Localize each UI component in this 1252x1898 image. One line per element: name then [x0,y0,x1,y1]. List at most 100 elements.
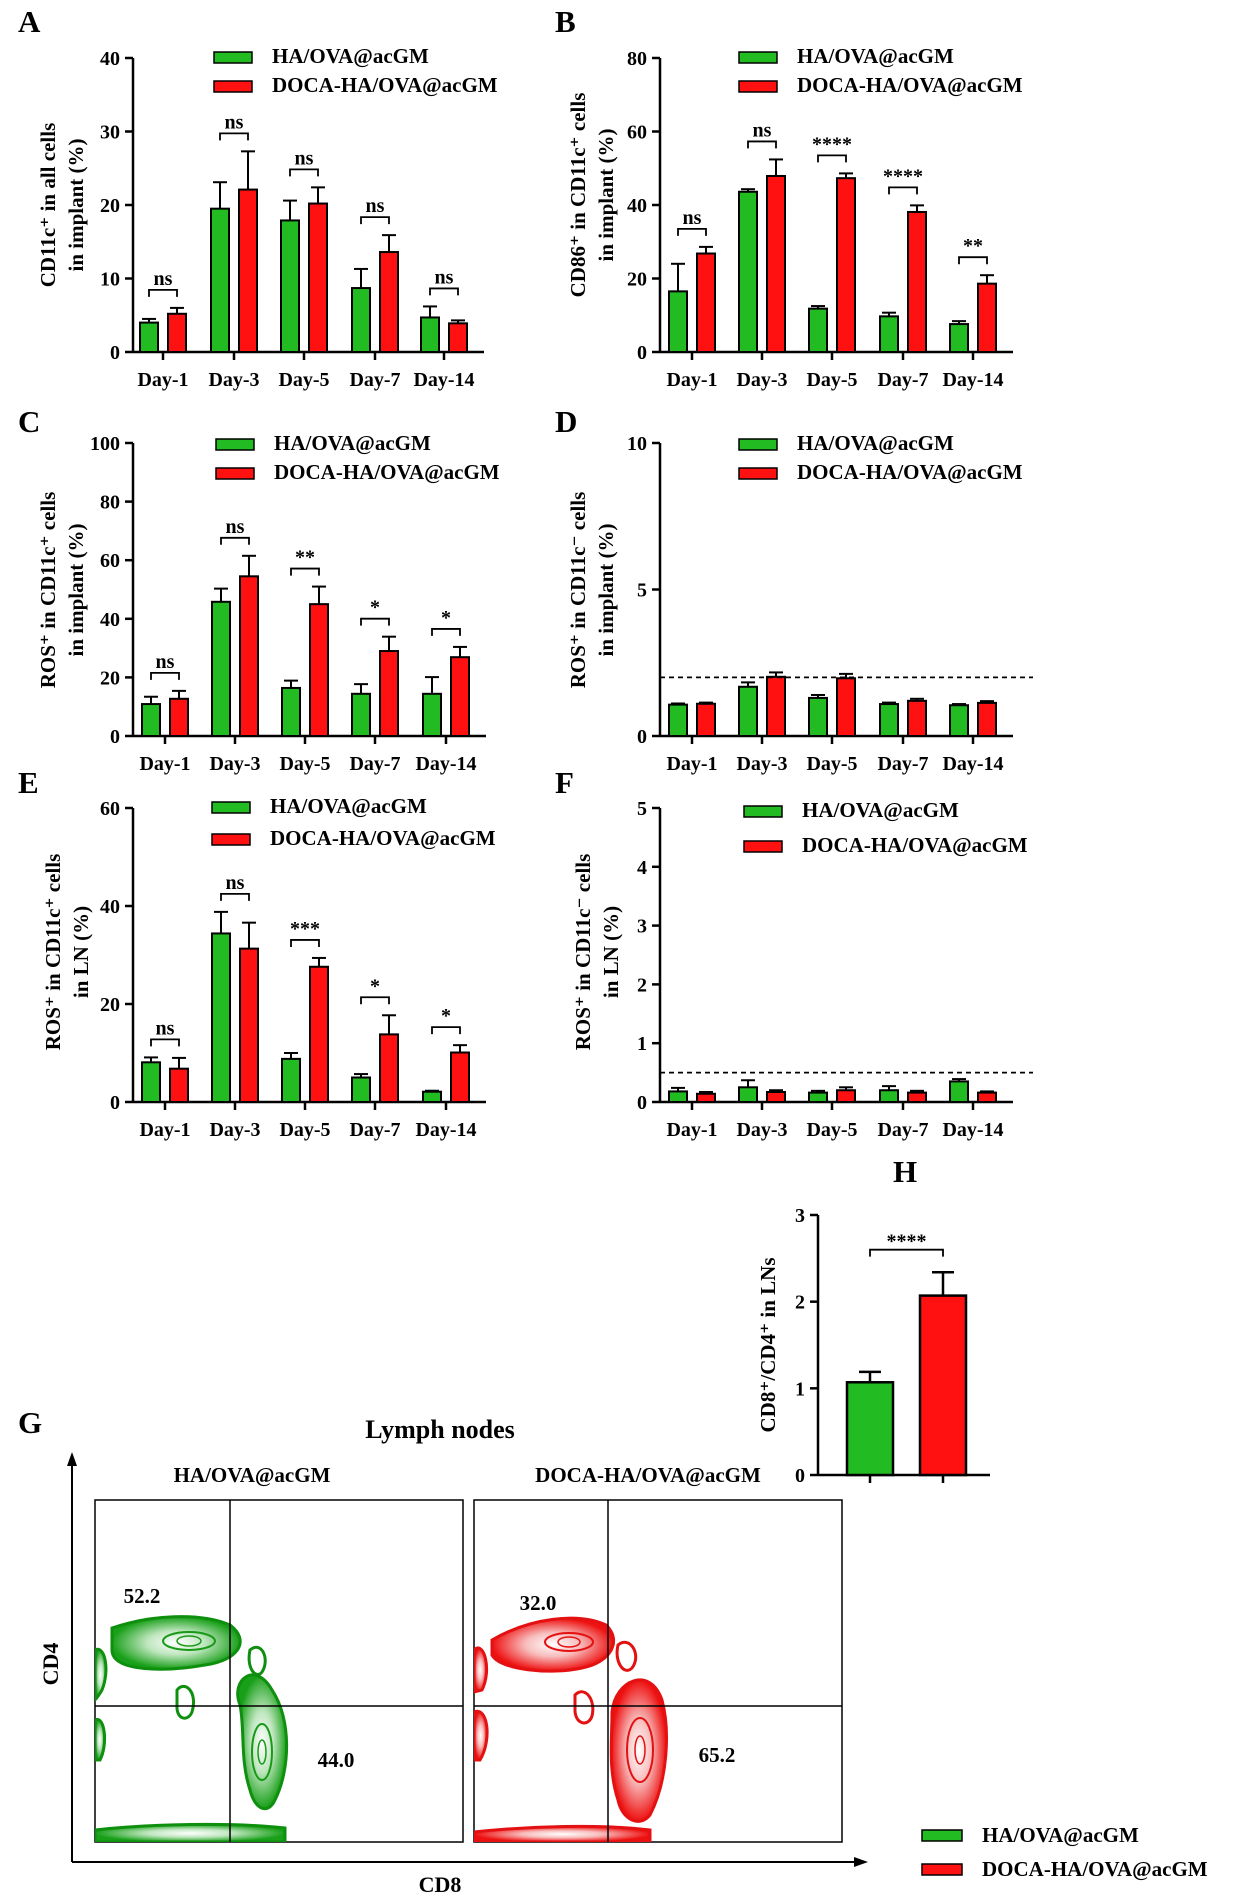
bar-red-day-5 [836,677,856,737]
significance-label: * [441,1005,451,1027]
x-tick-label: Day-1 [666,1119,717,1141]
legend-label-1: HA/OVA@acGM [274,431,431,455]
bar-red-day-1 [696,702,716,738]
significance-label: ns [435,266,454,288]
significance-bracket [888,186,918,195]
bar-red-day-3 [766,1091,786,1104]
significance-label: **** [887,1231,927,1253]
x-tick-label: Day-3 [736,753,787,775]
y-tick-label: 0 [110,342,120,364]
x-tick-label: Day-7 [349,753,400,775]
significance-label: ns [753,119,772,141]
significance-bracket [290,567,320,576]
panel-label-h: H [893,1154,917,1189]
bar-green-day-1 [141,703,161,737]
flow-plot-title-1: HA/OVA@acGM [174,1463,331,1487]
y-tick-label: 40 [100,609,120,631]
x-tick-label: Day-1 [139,1119,190,1141]
legend-label-2: DOCA-HA/OVA@acGM [797,73,1023,97]
flow-plot-2-cd8-pct: 65.2 [699,1743,736,1767]
y-tick-label: 3 [637,916,647,938]
bar-red-day-14 [977,701,997,737]
x-tick-label: Day-7 [877,1119,928,1141]
y-axis-label-line2: in implant (%) [594,128,618,261]
significance-bracket [817,154,847,163]
bar-green-day-3 [738,190,758,353]
bar-green-day-1 [139,321,159,354]
bar-red-day-7 [907,699,927,738]
significance-label: ** [963,235,983,257]
bar-green-day-5 [281,1057,301,1104]
bar-2 [918,1294,968,1477]
significance-bracket [360,617,390,626]
bar-green-day-14 [422,692,442,737]
bar-green-day-1 [668,703,688,737]
y-tick-label: 20 [100,994,120,1016]
significance-label: ns [225,111,244,133]
legend-swatch-red [738,80,778,93]
bar-red-day-14 [450,1051,470,1104]
legend-swatch-green [213,51,253,64]
y-axis-label: ROS⁺ in CD11c⁻ cells in implant (%) [566,492,618,689]
panel-c: C 0 20 40 60 80 100 ROS⁺ in CD11c⁺ cells in impl… [18,404,500,775]
panel-d: D 0 5 10 ROS⁺ in CD11c⁻ cells in implant (%) D… [555,404,1033,775]
bar-green-day-14 [949,704,969,737]
significance-bracket [290,939,320,947]
legend-swatch-green [738,438,778,451]
y-tick-label: 40 [100,48,120,70]
flow-plot-2-cd4-population [490,1616,616,1673]
legend-label-1: HA/OVA@acGM [797,44,954,68]
bar-red-day-3 [766,675,786,738]
significance-label: ns [226,516,245,538]
y-tick-label: 2 [795,1292,805,1314]
y-axis-label-line1: ROS⁺ in CD11c⁻ cells [566,492,590,689]
y-tick-label: 40 [100,896,120,918]
x-tick-label: Day-3 [208,369,259,391]
bar-green-day-1 [141,1061,161,1104]
x-tick-label: Day-5 [279,1119,330,1141]
bar-red-day-14 [977,1091,997,1104]
x-tick-label: Day-5 [806,753,857,775]
y-axis-label: CD11c⁺ in all cells in implant (%) [36,123,88,288]
y-tick-label: 80 [100,492,120,514]
significance-label: **** [883,165,923,187]
y-tick-label: 0 [795,1465,805,1487]
y-tick-label: 0 [637,1092,647,1114]
legend-label-1: HA/OVA@acGM [272,44,429,68]
bar-red-day-3 [239,575,259,737]
flow-plot-title-2: DOCA-HA/OVA@acGM [535,1463,761,1487]
legend-h-label-1: HA/OVA@acGM [982,1823,1139,1847]
bar-red-day-7 [907,210,927,353]
bar-red-day-3 [238,188,258,353]
y-axis-label-line2: in LN (%) [599,906,623,998]
y-axis-label: ROS⁺ in CD11c⁻ cells in LN (%) [571,854,623,1051]
flow-plot-1-cd4-population [110,1615,242,1671]
bar-green-day-14 [949,323,969,354]
significance-bracket [360,996,390,1005]
flow-plot-2: 32.0 65.2 [473,1499,843,1843]
flow-plot-1-cd8-pct: 44.0 [318,1748,355,1772]
y-tick-label: 0 [110,1092,120,1114]
bar-green-day-5 [808,696,828,737]
significance-bracket [677,227,707,236]
panel-label-d: D [555,404,577,439]
significance-label: ns [156,1017,175,1039]
bar-green-day-7 [351,1076,371,1103]
y-axis-label: CD86⁺ in CD11c⁺ cells in implant (%) [566,93,618,298]
panel-g: G Lymph nodes HA/OVA@acGM DOCA-HA/OVA@ac… [18,1405,868,1897]
panel-a: A 0 10 20 30 40 CD11c⁺ in all cells in implant … [18,4,498,391]
y-tick-label: 60 [627,122,647,144]
significance-label: ns [156,651,175,673]
y-axis-label-line1: CD11c⁺ in all cells [36,123,60,288]
significance-label: *** [290,918,320,940]
bar-red-day-3 [239,947,259,1103]
flow-plot-1-cd4-pct: 52.2 [124,1584,161,1608]
bar-red-day-1 [696,1092,716,1103]
y-tick-label: 20 [100,195,120,217]
significance-bracket [148,289,178,297]
bar-red-day-1 [169,697,189,737]
legend-label-1: HA/OVA@acGM [797,431,954,455]
y-tick-label: 5 [637,580,647,602]
x-tick-label: Day-7 [349,1119,400,1141]
flow-y-arrowhead [67,1452,77,1466]
